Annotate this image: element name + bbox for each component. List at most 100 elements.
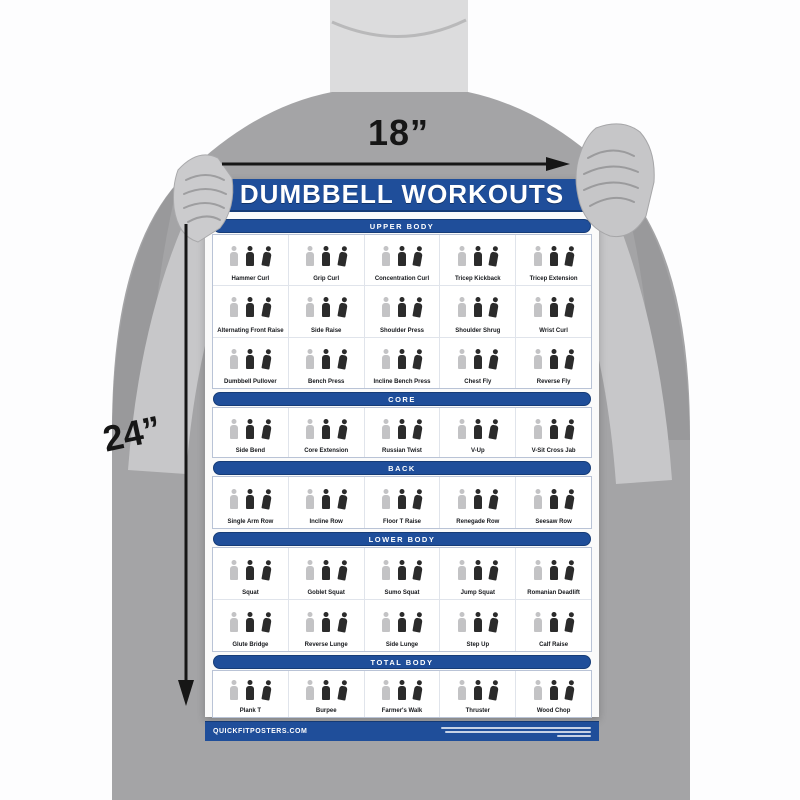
section-rows-core: Side Bend Core Extension Russian Twist V-Up…: [212, 407, 592, 458]
exercise-figure-icon: [336, 679, 349, 701]
section-header-upper-body: UPPER BODY: [213, 219, 591, 233]
exercise-cell: Wrist Curl: [516, 286, 591, 336]
footer-website: QUICKFITPOSTERS.COM: [213, 728, 308, 735]
exercise-cell: Concentration Curl: [365, 235, 441, 286]
exercise-illustration: [533, 602, 574, 642]
exercise-row: Hammer Curl Grip Curl Concentration Curl Tr…: [213, 235, 591, 287]
exercise-label: Chest Fly: [464, 378, 492, 385]
exercise-illustration: [533, 340, 574, 379]
section-header-total-body: TOTAL BODY: [213, 655, 591, 669]
exercise-figure-icon: [533, 612, 542, 633]
exercise-figure-icon: [306, 246, 315, 267]
exercise-figure-icon: [306, 419, 315, 440]
exercise-cell: Farmer's Walk: [365, 671, 441, 717]
exercise-row: Side Bend Core Extension Russian Twist V-Up…: [213, 408, 591, 457]
exercise-label: Thruster: [465, 708, 490, 714]
exercise-illustration: [457, 550, 498, 590]
section-header-core: CORE: [213, 392, 591, 406]
exercise-cell: Side Lunge: [365, 600, 441, 651]
exercise-cell: Hammer Curl: [213, 235, 289, 286]
exercise-cell: Side Bend: [213, 408, 289, 457]
exercise-cell: V-Up: [440, 408, 517, 457]
exercise-label: Single Arm Row: [227, 519, 274, 525]
exercise-illustration: [381, 673, 422, 708]
exercise-figure-icon: [336, 348, 349, 370]
exercise-figure-icon: [336, 488, 349, 510]
exercise-figure-icon: [563, 611, 576, 633]
exercise-illustration: [230, 479, 271, 519]
exercise-label: Wood Chop: [536, 708, 571, 714]
exercise-figure-icon: [488, 611, 501, 633]
exercise-figure-icon: [246, 680, 255, 701]
exercise-figure-icon: [246, 560, 255, 581]
section-rows-lower-body: Squat Goblet Squat Sumo Squat Jump Squat Rom…: [212, 547, 592, 652]
exercise-cell: Tricep Extension: [516, 235, 591, 285]
exercise-figure-icon: [563, 679, 576, 701]
exercise-figure-icon: [473, 560, 482, 581]
exercise-figure-icon: [563, 297, 576, 319]
exercise-figure-icon: [397, 349, 406, 370]
exercise-figure-icon: [230, 297, 239, 318]
exercise-row: Glute Bridge Reverse Lunge Side Lunge Step …: [213, 600, 591, 651]
exercise-illustration: [457, 410, 498, 448]
workout-poster: DUMBBELL WORKOUTS UPPER BODY Hammer Curl G…: [205, 179, 599, 741]
exercise-cell: Incline Row: [289, 477, 365, 528]
exercise-figure-icon: [563, 348, 576, 370]
exercise-figure-icon: [336, 246, 349, 268]
poster-title: DUMBBELL WORKOUTS: [239, 179, 565, 209]
exercise-figure-icon: [230, 612, 239, 633]
exercise-row: Squat Goblet Squat Sumo Squat Jump Squat Rom…: [213, 548, 591, 600]
exercise-label: Jump Squat: [460, 590, 495, 596]
exercise-illustration: [230, 673, 271, 708]
exercise-cell: Plank T: [213, 671, 289, 717]
exercise-figure-icon: [306, 612, 315, 633]
exercise-label: Romanian Deadlift: [527, 590, 580, 596]
exercise-illustration: [230, 550, 271, 590]
exercise-figure-icon: [230, 419, 239, 440]
exercise-illustration: [306, 288, 347, 327]
exercise-figure-icon: [246, 349, 255, 370]
exercise-figure-icon: [533, 246, 542, 267]
exercise-cell: Chest Fly: [440, 337, 517, 388]
exercise-figure-icon: [322, 560, 331, 581]
exercise-label: Tricep Extension: [529, 276, 578, 283]
exercise-illustration: [230, 288, 271, 327]
exercise-figure-icon: [246, 489, 255, 510]
exercise-figure-icon: [549, 612, 558, 633]
exercise-cell: Dumbbell Pullover: [213, 337, 289, 388]
exercise-figure-icon: [381, 246, 390, 267]
exercise-illustration: [381, 237, 422, 276]
exercise-label: Dumbbell Pullover: [224, 378, 277, 385]
exercise-label: Bench Press: [308, 378, 345, 385]
exercise-row: Dumbbell Pullover Bench Press Incline Benc…: [213, 337, 591, 388]
exercise-figure-icon: [533, 680, 542, 701]
exercise-figure-icon: [260, 559, 273, 581]
exercise-figure-icon: [381, 419, 390, 440]
exercise-figure-icon: [533, 419, 542, 440]
exercise-label: Hammer Curl: [231, 276, 270, 283]
exercise-figure-icon: [230, 489, 239, 510]
exercise-label: Reverse Fly: [536, 378, 571, 385]
exercise-figure-icon: [473, 612, 482, 633]
exercise-row: Alternating Front Raise Side Raise Shoulde…: [213, 286, 591, 338]
exercise-figure-icon: [230, 680, 239, 701]
exercise-figure-icon: [336, 418, 349, 440]
exercise-label: Reverse Lunge: [304, 642, 348, 648]
exercise-figure-icon: [412, 679, 425, 701]
exercise-cell: Squat: [213, 548, 289, 599]
exercise-figure-icon: [533, 349, 542, 370]
exercise-cell: Goblet Squat: [289, 548, 365, 599]
exercise-illustration: [381, 340, 422, 379]
exercise-illustration: [306, 410, 347, 448]
exercise-figure-icon: [322, 297, 331, 318]
exercise-figure-icon: [306, 560, 315, 581]
exercise-label: V-Up: [470, 448, 485, 454]
exercise-label: Calf Raise: [539, 642, 569, 648]
exercise-figure-icon: [322, 419, 331, 440]
exercise-figure-icon: [322, 246, 331, 267]
exercise-figure-icon: [549, 349, 558, 370]
exercise-label: Goblet Squat: [307, 590, 345, 596]
exercise-figure-icon: [260, 297, 273, 319]
exercise-figure-icon: [336, 559, 349, 581]
exercise-figure-icon: [381, 612, 390, 633]
